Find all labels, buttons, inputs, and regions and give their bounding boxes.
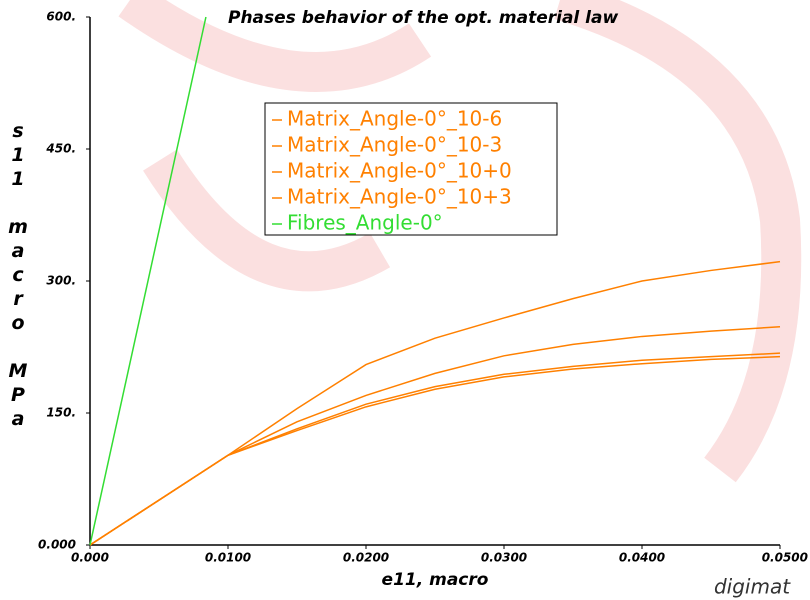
- logo: digimat: [714, 575, 791, 599]
- legend-label: Fibres_Angle-0°: [287, 211, 443, 235]
- series-line: [89, 352, 781, 546]
- x-tick-label: 0.000: [71, 551, 109, 565]
- y-tick-label: 150.: [46, 406, 76, 420]
- legend-label: Matrix_Angle-0°_10-3: [287, 133, 502, 157]
- x-axis-label: e11, macro: [382, 570, 489, 590]
- y-tick-label: 0.000: [38, 538, 76, 552]
- x-tick-label: 0.0100: [205, 551, 251, 565]
- series-line: [89, 16, 207, 546]
- series-line: [89, 326, 781, 546]
- y-tick-label: 300.: [46, 274, 76, 288]
- x-tick-label: 0.0300: [481, 551, 527, 565]
- watermark: [118, 0, 802, 483]
- legend-label: Matrix_Angle-0°_10+3: [287, 185, 512, 209]
- x-tick-label: 0.0500: [762, 551, 808, 565]
- series-line: [89, 260, 781, 546]
- legend-label: Matrix_Angle-0°_10+0: [287, 159, 512, 183]
- legend-label: Matrix_Angle-0°_10-6: [287, 107, 502, 131]
- y-axis-label: s11 macro MPa: [7, 120, 29, 432]
- y-tick-label: 450.: [45, 142, 76, 156]
- chart-title: Phases behavior of the opt. material law: [228, 8, 618, 28]
- series-line: [89, 355, 781, 546]
- y-tick-label: 600.: [46, 10, 76, 24]
- x-tick-label: 0.0200: [343, 551, 389, 565]
- legend-box: [264, 102, 558, 236]
- x-tick-label: 0.0400: [619, 551, 665, 565]
